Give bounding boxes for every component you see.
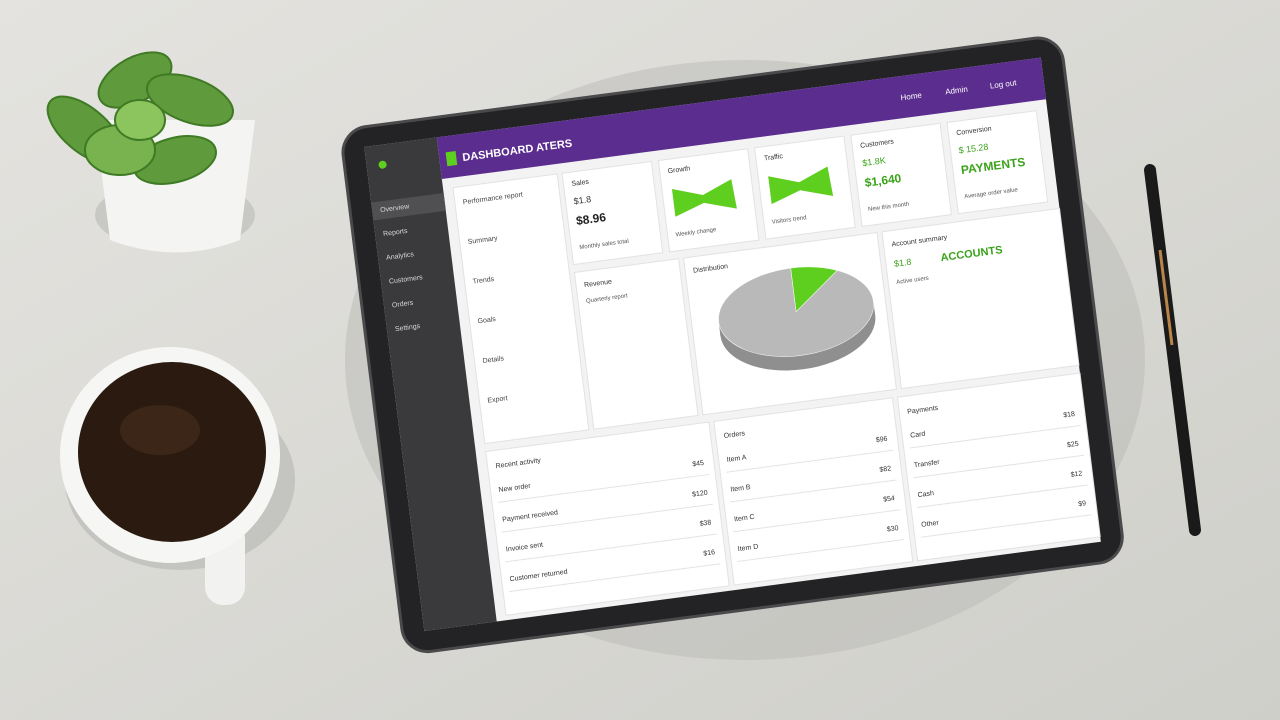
table-cell: Invoice sent <box>506 542 544 554</box>
table-cell: $38 <box>699 519 712 527</box>
row-divider <box>509 563 721 593</box>
table-cell: $30 <box>887 525 900 533</box>
kpi-note: Visitors trend <box>772 215 807 226</box>
revenue-note: Quarterly report <box>586 293 629 304</box>
kpi-title: Conversion <box>956 126 992 138</box>
row-divider <box>729 479 897 503</box>
coffee-cup <box>60 347 295 605</box>
kpi-title: Growth <box>667 165 690 175</box>
revenue-title: Revenue <box>584 278 613 289</box>
table-cell: Cash <box>917 490 934 499</box>
row-divider <box>909 424 1081 449</box>
sidebar-item[interactable]: Settings <box>395 323 421 333</box>
kpi-value: $1.8 <box>573 194 592 206</box>
sidebar-item[interactable]: Overview <box>380 203 411 214</box>
nav-link[interactable]: Log out <box>989 78 1017 91</box>
kpi-title: Sales <box>571 179 590 188</box>
revenue-card <box>573 258 699 430</box>
table-cell: $9 <box>1078 500 1087 508</box>
table-cell: $12 <box>1070 470 1083 478</box>
table-cell: Other <box>921 520 940 529</box>
kpi-note: Weekly change <box>675 227 717 238</box>
table-cell: $96 <box>875 436 888 444</box>
row-divider <box>913 454 1085 479</box>
kpi-graphic <box>768 166 834 205</box>
table-cell: Item D <box>737 543 758 553</box>
table-cell: Card <box>910 431 926 440</box>
kpi-big: $8.96 <box>575 210 607 228</box>
logo-dot <box>378 160 387 169</box>
row-divider <box>498 473 710 503</box>
pie-title: Distribution <box>693 263 729 275</box>
table-cell: $25 <box>1067 441 1080 449</box>
menu-item: Trends <box>472 276 495 286</box>
kpi-card <box>850 122 952 227</box>
row-divider <box>726 449 893 473</box>
menu-item: Export <box>487 395 508 405</box>
table-cell: $16 <box>703 549 716 557</box>
kpi-title: Customers <box>860 138 895 149</box>
kpi-big: $1,640 <box>864 171 902 190</box>
kpi-title: Traffic <box>764 153 784 163</box>
sidebar-item[interactable]: Customers <box>389 274 424 285</box>
nav-link[interactable]: Home <box>900 91 923 103</box>
sidebar-item[interactable]: Reports <box>383 228 409 238</box>
table-cell: $54 <box>883 495 896 503</box>
kpi-value: $1.8K <box>862 155 887 168</box>
stats-note: Active users <box>896 276 929 286</box>
stats-value: $1.8 <box>893 257 912 269</box>
kpi-card <box>561 160 664 266</box>
table-cell: $18 <box>1063 411 1076 419</box>
table-cell: Item C <box>734 514 755 524</box>
kpi-value: $ 15.28 <box>958 142 989 156</box>
row-divider <box>501 503 714 533</box>
row-divider <box>917 484 1088 508</box>
stats-card <box>881 207 1080 390</box>
table-cell: New order <box>498 483 532 494</box>
sidebar-item[interactable]: Orders <box>392 300 415 310</box>
menu-panel <box>452 173 590 445</box>
logo-icon <box>445 151 458 167</box>
kpi-graphic <box>671 179 737 217</box>
table-cell: $45 <box>692 460 705 468</box>
kpi-note: New this month <box>868 202 910 213</box>
table-cell: $82 <box>879 465 892 473</box>
top-bar <box>436 57 1046 180</box>
table-cell: Item A <box>726 454 747 464</box>
row-divider <box>505 533 717 563</box>
table-cell: $120 <box>692 490 708 499</box>
menu-item: Goals <box>477 316 496 325</box>
table-cell: Transfer <box>914 459 941 469</box>
plant <box>46 51 255 253</box>
table-cell: Item B <box>730 484 751 494</box>
menu-item: Summary <box>467 235 498 246</box>
pen <box>1144 164 1201 536</box>
table-title: Payments <box>907 405 939 416</box>
sidebar-active <box>371 192 446 221</box>
sidebar-item[interactable]: Analytics <box>386 251 415 262</box>
row-divider <box>737 538 905 562</box>
menu-item: Details <box>482 355 505 365</box>
row-divider <box>733 509 901 533</box>
table-title: Orders <box>723 430 746 440</box>
sidebar <box>364 137 497 632</box>
nav-link[interactable]: Admin <box>945 85 969 97</box>
kpi-card <box>946 110 1049 215</box>
row-divider <box>920 514 1092 538</box>
pie-slice <box>718 267 874 357</box>
